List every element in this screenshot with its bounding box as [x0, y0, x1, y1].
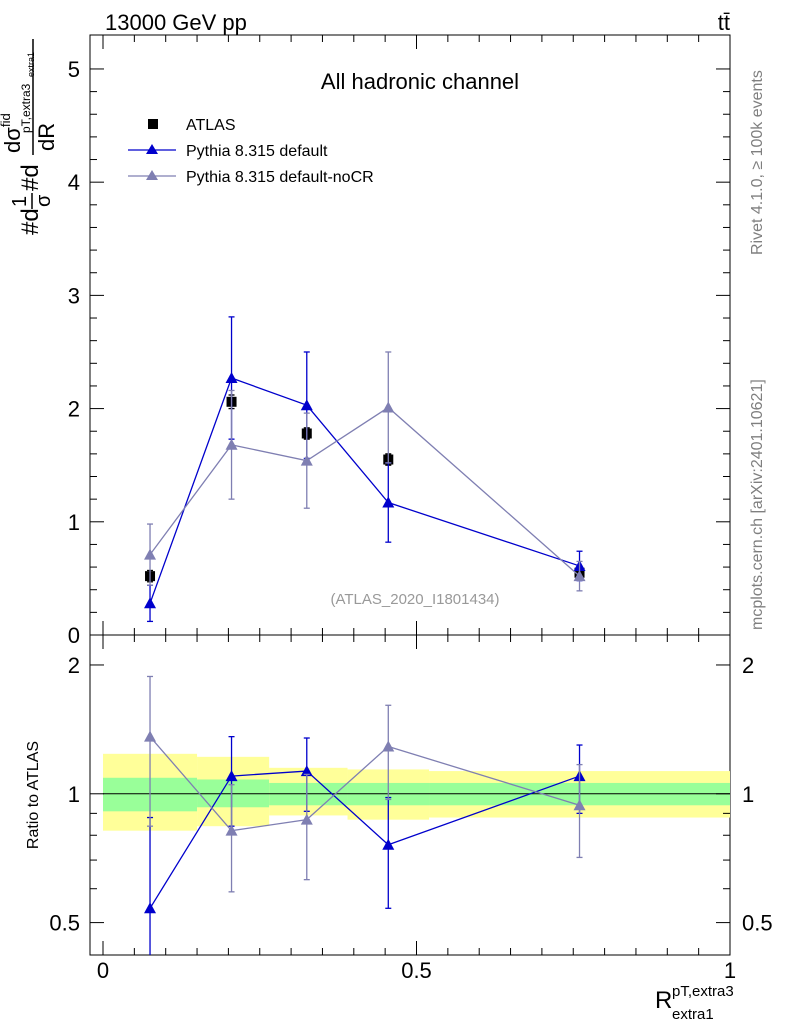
- xlabel: R pT,extra3 extra1: [655, 983, 734, 1023]
- ratio-ytick-label: 2: [68, 653, 80, 678]
- legend-label-default: Pythia 8.315 default: [186, 143, 328, 160]
- data-point-nocr: [382, 401, 395, 413]
- ylabel-subscript: pT,extra3: [19, 83, 33, 133]
- ylabel-dR: dR: [34, 123, 59, 151]
- ylabel-hash-d2: #d: [17, 164, 44, 191]
- ratio-point-nocr: [300, 813, 313, 825]
- legend-marker-atlas: [148, 119, 158, 129]
- xtick-label: 0.5: [401, 958, 432, 983]
- legend: ATLAS Pythia 8.315 default Pythia 8.315 …: [128, 117, 374, 186]
- data-point-default: [144, 597, 157, 609]
- ratio-point-default: [300, 765, 313, 777]
- main-ytick-label: 1: [68, 510, 80, 535]
- ylabel-hash-d: #d: [17, 208, 44, 235]
- xlabel-sup: pT,extra3: [672, 983, 734, 1000]
- ratio-point-default: [382, 838, 395, 850]
- main-axis-ticks: [90, 35, 731, 636]
- series-line-default: [149, 377, 580, 604]
- ratio-series: [144, 675, 586, 955]
- ratio-point-nocr: [225, 824, 238, 836]
- ratio-ytick-label-right: 0.5: [742, 911, 773, 936]
- xlabel-main: R: [655, 987, 672, 1014]
- ratio-ytick-label: 0.5: [49, 911, 80, 936]
- main-series: [144, 316, 586, 623]
- legend-marker-default: [146, 144, 158, 154]
- ylabel-one: 1: [9, 196, 31, 207]
- xtick-labels: 0 0.5 1: [97, 958, 736, 983]
- legend-marker-nocr: [146, 170, 158, 180]
- ylabel-dsigma: dσ: [0, 127, 25, 153]
- process-label: tt̄: [718, 10, 730, 35]
- chart-title: All hadronic channel: [321, 69, 519, 94]
- legend-label-atlas: ATLAS: [186, 117, 236, 134]
- ratio-axis-ticks: [90, 635, 731, 955]
- main-ytick-label: 2: [68, 397, 80, 422]
- ylabel-subsub: extra1: [26, 52, 36, 77]
- ratio-point-nocr: [573, 799, 586, 811]
- data-point-nocr: [225, 438, 238, 450]
- legend-label-nocr: Pythia 8.315 default-noCR: [186, 169, 374, 186]
- main-ytick-label: 0: [68, 623, 80, 648]
- ratio-ytick-label: 1: [68, 782, 80, 807]
- main-ytick-labels: 0 1 2 3 4 5: [68, 57, 80, 648]
- ratio-point-default: [225, 770, 238, 782]
- mcplots-label: mcplots.cern.ch [arXiv:2401.10621]: [749, 379, 766, 630]
- ylabel-sigma: σ: [33, 194, 55, 207]
- ratio-point-nocr: [382, 740, 395, 752]
- ylabel-fid: fid: [0, 113, 13, 127]
- data-point-nocr: [144, 548, 157, 560]
- ratio-point-default: [144, 902, 157, 914]
- xlabel-sub: extra1: [672, 1006, 714, 1023]
- data-point-default: [382, 496, 395, 508]
- xtick-label: 0: [97, 958, 109, 983]
- xtick-label: 1: [724, 958, 736, 983]
- data-point-nocr: [300, 454, 313, 466]
- series-line-nocr: [149, 406, 580, 577]
- ratio-point-nocr: [144, 730, 157, 742]
- ratio-ytick-label-right: 2: [742, 653, 754, 678]
- energy-label: 13000 GeV pp: [105, 10, 247, 35]
- rivet-label: Rivet 4.1.0, ≥ 100k events: [749, 70, 766, 255]
- analysis-watermark: (ATLAS_2020_I1801434): [330, 591, 499, 608]
- ratio-uncertainty-bands: [103, 753, 730, 831]
- data-point-default: [225, 372, 238, 384]
- ratio-ylabel: Ratio to ATLAS: [25, 741, 42, 849]
- data-point-nocr: [573, 570, 586, 582]
- main-ytick-label: 5: [68, 57, 80, 82]
- main-ylabel: #d 1 σ #d dσ fid pT,extra3 extra1 dR: [0, 39, 59, 235]
- data-point-default: [300, 399, 313, 411]
- ratio-ytick-labels: 0.5 1 2 0.5 1 2: [49, 653, 772, 936]
- main-ytick-label: 3: [68, 283, 80, 308]
- ratio-ytick-label-right: 1: [742, 782, 754, 807]
- main-ytick-label: 4: [68, 170, 80, 195]
